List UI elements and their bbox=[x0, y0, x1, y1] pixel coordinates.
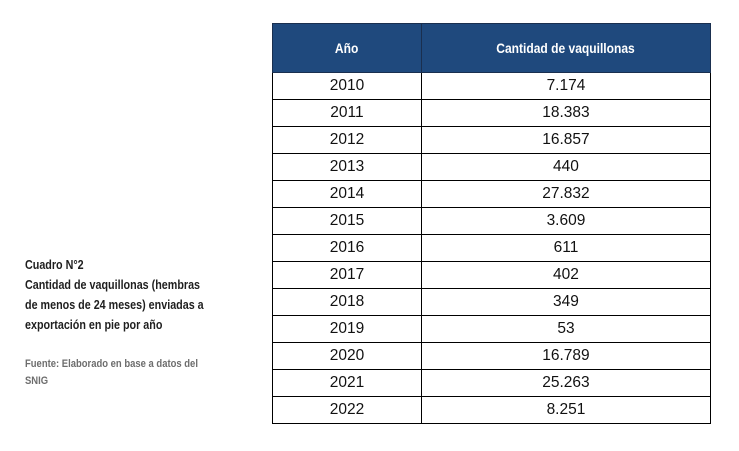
table-row: 2014 27.832 bbox=[272, 180, 712, 208]
header-quantity: Cantidad de vaquillonas bbox=[420, 23, 712, 73]
cell-year: 2019 bbox=[272, 315, 422, 343]
table-row: 2012 16.857 bbox=[272, 126, 712, 154]
table-row: 2010 7.174 bbox=[272, 72, 712, 100]
caption-label: Cuadro N°2 bbox=[25, 258, 84, 272]
cell-quantity: 27.832 bbox=[420, 180, 712, 208]
cell-quantity: 7.174 bbox=[420, 72, 712, 100]
cell-year: 2010 bbox=[272, 72, 422, 100]
table-row: 2015 3.609 bbox=[272, 207, 712, 235]
cell-quantity: 8.251 bbox=[420, 396, 712, 424]
cell-year: 2013 bbox=[272, 153, 422, 181]
header-year-label: Año bbox=[335, 40, 359, 56]
table-row: 2019 53 bbox=[272, 315, 712, 343]
table-row: 2013 440 bbox=[272, 153, 712, 181]
cell-quantity: 349 bbox=[420, 288, 712, 316]
cell-year: 2014 bbox=[272, 180, 422, 208]
table-row: 2022 8.251 bbox=[272, 396, 712, 424]
cell-quantity: 611 bbox=[420, 234, 712, 262]
caption-line-2: de menos de 24 meses) enviadas a bbox=[25, 298, 204, 312]
cell-quantity: 25.263 bbox=[420, 369, 712, 397]
cell-quantity: 3.609 bbox=[420, 207, 712, 235]
table-caption: Cuadro N°2 Cantidad de vaquillonas (hemb… bbox=[25, 255, 239, 335]
source-line-1: Fuente: Elaborado en base a datos del bbox=[25, 358, 198, 370]
header-quantity-label: Cantidad de vaquillonas bbox=[496, 40, 636, 56]
cell-year: 2012 bbox=[272, 126, 422, 154]
cell-year: 2022 bbox=[272, 396, 422, 424]
cell-year: 2016 bbox=[272, 234, 422, 262]
caption-line-3: exportación en pie por año bbox=[25, 318, 163, 332]
table-row: 2021 25.263 bbox=[272, 369, 712, 397]
table-row: 2020 16.789 bbox=[272, 342, 712, 370]
cell-quantity: 440 bbox=[420, 153, 712, 181]
table-header-row: Año Cantidad de vaquillonas bbox=[272, 23, 712, 73]
cell-year: 2011 bbox=[272, 99, 422, 127]
cell-quantity: 53 bbox=[420, 315, 712, 343]
header-year: Año bbox=[272, 23, 422, 73]
cell-year: 2015 bbox=[272, 207, 422, 235]
cell-year: 2018 bbox=[272, 288, 422, 316]
cell-year: 2017 bbox=[272, 261, 422, 289]
table-row: 2011 18.383 bbox=[272, 99, 712, 127]
source-note: Fuente: Elaborado en base a datos del SN… bbox=[25, 356, 239, 390]
data-table: Año Cantidad de vaquillonas 2010 7.174 20… bbox=[272, 23, 712, 424]
cell-year: 2021 bbox=[272, 369, 422, 397]
table-row: 2016 611 bbox=[272, 234, 712, 262]
cell-quantity: 18.383 bbox=[420, 99, 712, 127]
source-line-2: SNIG bbox=[25, 375, 49, 387]
cell-quantity: 16.857 bbox=[420, 126, 712, 154]
cell-quantity: 402 bbox=[420, 261, 712, 289]
table-row: 2018 349 bbox=[272, 288, 712, 316]
cell-quantity: 16.789 bbox=[420, 342, 712, 370]
table-row: 2017 402 bbox=[272, 261, 712, 289]
caption-line-1: Cantidad de vaquillonas (hembras bbox=[25, 278, 201, 292]
cell-year: 2020 bbox=[272, 342, 422, 370]
